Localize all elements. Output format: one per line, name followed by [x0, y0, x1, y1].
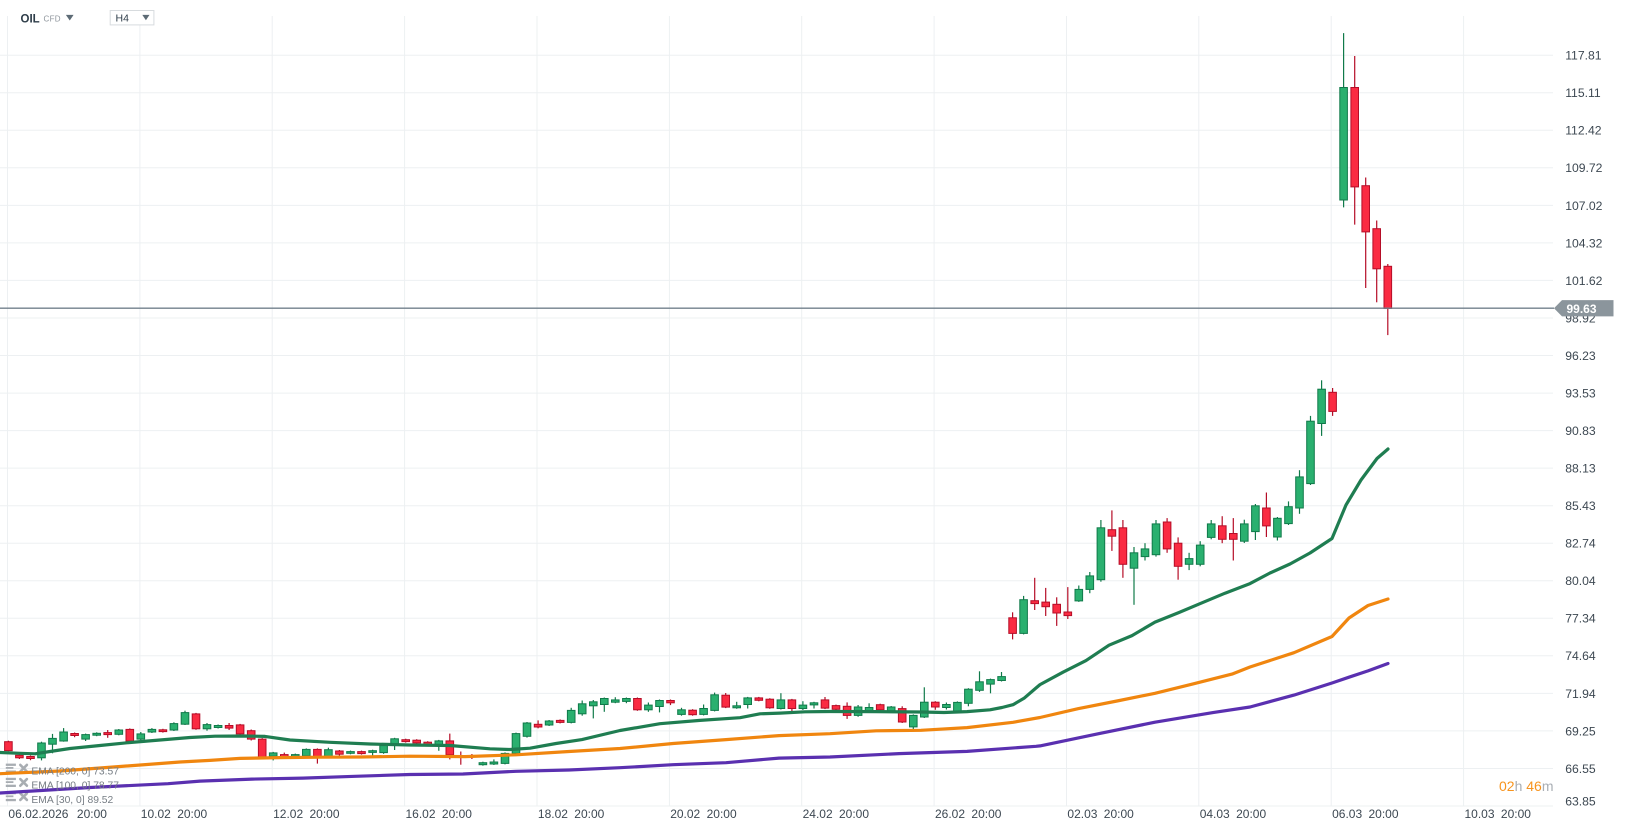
svg-text:20:00: 20:00 — [1104, 807, 1134, 821]
svg-text:20:00: 20:00 — [574, 807, 604, 821]
svg-text:90.83: 90.83 — [1565, 424, 1596, 438]
svg-text:80.04: 80.04 — [1565, 574, 1596, 588]
svg-text:20.02: 20.02 — [670, 807, 700, 821]
svg-text:112.42: 112.42 — [1565, 124, 1602, 138]
svg-text:20:00: 20:00 — [442, 807, 472, 821]
svg-text:H4: H4 — [116, 13, 130, 25]
svg-text:20:00: 20:00 — [1369, 807, 1399, 821]
svg-text:115.11: 115.11 — [1565, 86, 1601, 100]
svg-text:66.55: 66.55 — [1565, 762, 1596, 776]
svg-text:101.62: 101.62 — [1565, 274, 1602, 288]
svg-text:10.02: 10.02 — [141, 807, 171, 821]
svg-text:20:00: 20:00 — [707, 807, 737, 821]
svg-text:71.94: 71.94 — [1565, 687, 1596, 701]
svg-text:82.74: 82.74 — [1565, 537, 1596, 551]
svg-text:OIL: OIL — [21, 14, 40, 26]
svg-text:77.34: 77.34 — [1565, 612, 1596, 626]
svg-text:20:00: 20:00 — [971, 807, 1001, 821]
svg-text:26.02: 26.02 — [935, 807, 965, 821]
svg-text:63.85: 63.85 — [1565, 794, 1596, 808]
svg-text:20:00: 20:00 — [177, 807, 207, 821]
svg-text:109.72: 109.72 — [1565, 161, 1602, 175]
svg-text:04.03: 04.03 — [1200, 807, 1230, 821]
svg-text:93.53: 93.53 — [1565, 387, 1596, 401]
svg-text:99.63: 99.63 — [1567, 302, 1597, 316]
svg-text:20:00: 20:00 — [310, 807, 340, 821]
svg-text:10.03: 10.03 — [1465, 807, 1495, 821]
svg-text:20:00: 20:00 — [839, 807, 869, 821]
svg-text:06.02.2026: 06.02.2026 — [8, 807, 68, 821]
svg-text:107.02: 107.02 — [1565, 199, 1602, 213]
svg-text:20:00: 20:00 — [1236, 807, 1266, 821]
svg-text:74.64: 74.64 — [1565, 649, 1596, 663]
svg-text:85.43: 85.43 — [1565, 499, 1596, 513]
svg-text:20:00: 20:00 — [77, 807, 107, 821]
svg-text:104.32: 104.32 — [1565, 236, 1602, 250]
svg-text:20:00: 20:00 — [1501, 807, 1531, 821]
svg-text:EMA [200, 0] 73.57: EMA [200, 0] 73.57 — [31, 767, 119, 778]
svg-text:EMA [100, 0] 78.77: EMA [100, 0] 78.77 — [31, 781, 119, 792]
svg-text:18.02: 18.02 — [538, 807, 568, 821]
svg-text:CFD: CFD — [44, 15, 61, 24]
svg-text:96.23: 96.23 — [1565, 349, 1596, 363]
svg-text:16.02: 16.02 — [406, 807, 436, 821]
svg-text:EMA [30, 0] 89.52: EMA [30, 0] 89.52 — [31, 795, 113, 806]
svg-text:02.03: 02.03 — [1067, 807, 1097, 821]
svg-text:12.02: 12.02 — [273, 807, 303, 821]
svg-text:02h 46m: 02h 46m — [1499, 778, 1554, 794]
svg-text:24.02: 24.02 — [803, 807, 833, 821]
svg-text:69.25: 69.25 — [1565, 724, 1596, 738]
svg-text:117.81: 117.81 — [1565, 49, 1602, 63]
svg-text:88.13: 88.13 — [1565, 462, 1596, 476]
svg-text:06.03: 06.03 — [1332, 807, 1362, 821]
